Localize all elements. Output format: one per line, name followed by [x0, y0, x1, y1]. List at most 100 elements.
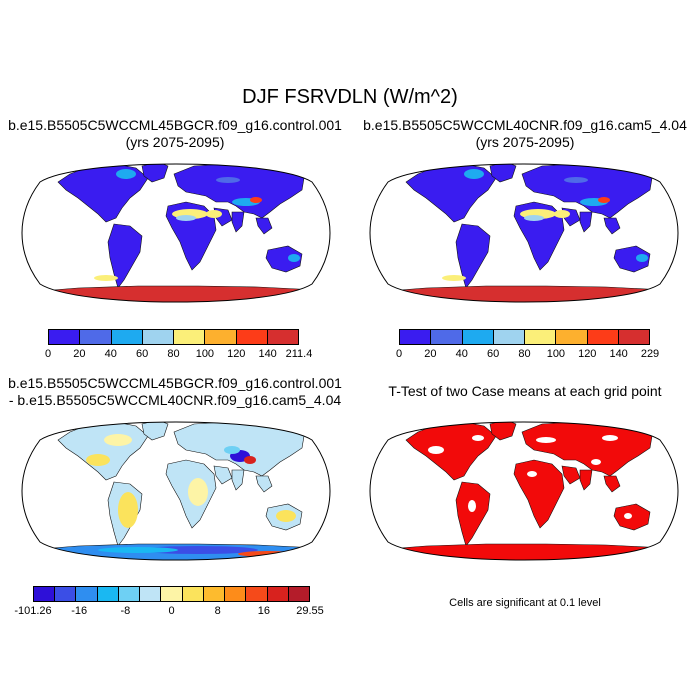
continent-se-asia	[603, 475, 621, 493]
colorbar-tick-label: 80	[167, 348, 180, 360]
colorbar-tick-label: 0	[44, 348, 52, 360]
panel-title-line1: b.e15.B5505C5WCCML45BGCR.f09_g16.control…	[8, 375, 342, 391]
colorbar-swatch	[288, 587, 310, 601]
continent-se-asia	[255, 475, 273, 493]
colorbar-case2	[399, 329, 650, 345]
colorbar-swatch	[161, 587, 183, 601]
colorbar-tick-label: 16	[257, 605, 270, 617]
colorbar-tick-label: 40	[104, 348, 117, 360]
continent-arabia	[561, 465, 581, 485]
data-patch	[98, 547, 178, 553]
colorbar-tick-label: 140	[258, 348, 277, 360]
panel-title-line1: b.e15.B5505C5WCCML45BGCR.f09_g16.control…	[8, 117, 342, 133]
colorbar-swatch	[140, 587, 162, 601]
data-patch	[206, 210, 222, 218]
colorbar-tick-label: 80	[518, 348, 531, 360]
land-group	[27, 422, 325, 560]
panel-title-bottom-right: T-Test of two Case means at each grid po…	[388, 383, 662, 399]
colorbar-tick-label: 20	[73, 348, 86, 360]
data-patch	[636, 254, 648, 262]
continent-australia	[613, 503, 651, 531]
map-outline	[21, 163, 331, 303]
colorbar-swatch	[49, 330, 81, 344]
continent-south-america	[455, 223, 491, 289]
colorbar-tick-label: 211.4	[285, 348, 313, 360]
colorbar-swatch	[267, 330, 298, 344]
world-map-case2	[369, 163, 679, 303]
colorbar-swatch	[556, 330, 588, 344]
colorbar-swatch	[80, 330, 112, 344]
land-group	[375, 164, 673, 302]
colorbar-tick-label: 40	[455, 348, 468, 360]
continent-arabia	[213, 465, 233, 485]
continent-india	[231, 469, 245, 491]
data-patch	[104, 434, 132, 446]
data-patch	[442, 275, 466, 281]
colorbar-labels-case2: 0 20 40 60 80 100 120 140 229	[395, 348, 659, 362]
colorbar-swatch	[76, 587, 98, 601]
colorbar-swatch	[462, 330, 494, 344]
data-patch	[276, 510, 296, 522]
colorbar-tick-label: 140	[609, 348, 628, 360]
colorbar-swatch	[431, 330, 463, 344]
colorbar-swatch	[203, 587, 226, 601]
panel-title-bottom-left: b.e15.B5505C5WCCML45BGCR.f09_g16.control…	[0, 375, 350, 409]
colorbar-swatch	[34, 587, 56, 601]
insignificant-patch	[428, 446, 444, 454]
continent-greenland	[141, 422, 169, 441]
continent-greenland	[489, 422, 517, 441]
data-patch	[524, 215, 544, 221]
insignificant-patch	[472, 435, 484, 441]
data-patch	[464, 169, 484, 179]
colorbar-tick-label: -101.26	[14, 605, 52, 617]
map-outline	[369, 421, 679, 561]
colorbar-swatch	[587, 330, 619, 344]
land-group	[27, 164, 325, 302]
continent-greenland	[141, 164, 169, 183]
data-patch	[116, 169, 136, 179]
continent-north-america	[405, 422, 497, 481]
colorbar-tick-label: 229	[640, 348, 660, 360]
data-patch	[250, 197, 262, 203]
continent-india	[579, 211, 593, 233]
colorbar-tick-label: 8	[214, 605, 221, 617]
significance-note: Cells are significant at 0.1 level	[449, 597, 601, 609]
map-outline	[369, 163, 679, 303]
continent-se-asia	[255, 217, 273, 235]
data-patch	[138, 546, 258, 554]
data-patch	[244, 456, 256, 464]
world-map-case1	[21, 163, 331, 303]
colorbar-swatch	[618, 330, 649, 344]
panel-title-line2: (yrs 2075-2095)	[475, 134, 575, 150]
colorbar-tick-label: 0	[395, 348, 403, 360]
colorbar-tick-label: 0	[168, 605, 175, 617]
colorbar-tick-label: 20	[424, 348, 437, 360]
continent-south-america	[107, 223, 143, 289]
colorbar-swatch	[174, 330, 206, 344]
insignificant-patch	[468, 500, 476, 512]
colorbar-difference	[33, 586, 310, 602]
panel-title-line1: b.e15.B5505C5WCCML40CNR.f09_g16.cam5_4.0…	[363, 117, 687, 133]
colorbar-tick-label: 29.55	[296, 605, 324, 617]
world-map-ttest	[369, 421, 679, 561]
data-patch	[598, 197, 610, 203]
world-map-difference	[21, 421, 331, 561]
data-patch	[176, 215, 196, 221]
data-patch	[188, 478, 208, 506]
panel-title-line2: (yrs 2075-2095)	[125, 134, 225, 150]
continent-south-america	[455, 481, 491, 547]
panel-title-line2: - b.e15.B5505C5WCCML40CNR.f09_g16.cam5_4…	[8, 392, 342, 408]
continent-se-asia	[603, 217, 621, 235]
continent-india	[231, 211, 245, 233]
panel-title-top-right: b.e15.B5505C5WCCML40CNR.f09_g16.cam5_4.0…	[350, 117, 700, 151]
land-group	[375, 422, 673, 560]
colorbar-swatch	[118, 587, 141, 601]
continent-north-america	[57, 422, 149, 481]
colorbar-swatch	[525, 330, 557, 344]
data-patch	[224, 446, 240, 454]
figure-title: DJF FSRVDLN (W/m^2)	[242, 86, 458, 108]
colorbar-swatch	[55, 587, 77, 601]
continent-greenland	[489, 164, 517, 183]
data-patch	[564, 177, 588, 183]
continent-africa	[513, 459, 565, 529]
